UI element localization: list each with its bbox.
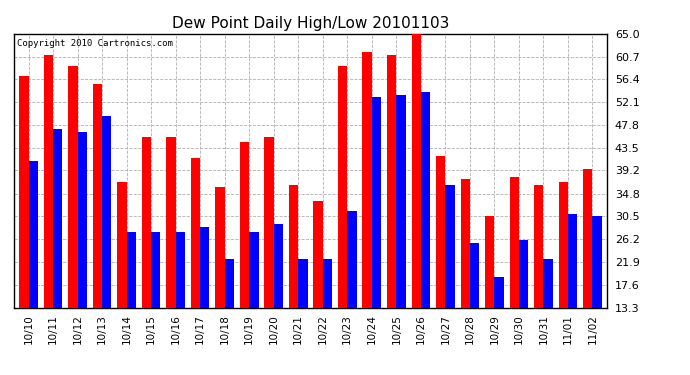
Bar bbox=[117, 182, 126, 308]
Bar bbox=[43, 55, 53, 308]
Bar bbox=[274, 224, 283, 308]
Bar bbox=[215, 187, 225, 308]
Bar bbox=[485, 216, 495, 308]
Bar bbox=[151, 232, 161, 308]
Bar bbox=[313, 201, 323, 308]
Bar bbox=[77, 132, 87, 308]
Bar bbox=[411, 34, 421, 308]
Title: Dew Point Daily High/Low 20101103: Dew Point Daily High/Low 20101103 bbox=[172, 16, 449, 31]
Bar bbox=[436, 156, 445, 308]
Bar bbox=[264, 137, 274, 308]
Bar bbox=[298, 259, 308, 308]
Bar bbox=[583, 169, 593, 308]
Bar bbox=[53, 129, 62, 308]
Bar bbox=[166, 137, 176, 308]
Bar bbox=[338, 66, 347, 308]
Bar bbox=[28, 161, 38, 308]
Bar bbox=[142, 137, 151, 308]
Bar bbox=[387, 55, 396, 308]
Bar bbox=[372, 97, 381, 308]
Bar bbox=[126, 232, 136, 308]
Bar bbox=[191, 158, 200, 308]
Bar bbox=[102, 116, 111, 308]
Bar bbox=[362, 52, 372, 308]
Bar bbox=[568, 214, 578, 308]
Bar bbox=[593, 216, 602, 308]
Bar bbox=[68, 66, 77, 308]
Bar bbox=[445, 184, 455, 308]
Bar bbox=[225, 259, 234, 308]
Bar bbox=[470, 243, 479, 308]
Bar bbox=[396, 94, 406, 308]
Bar bbox=[249, 232, 259, 308]
Bar bbox=[289, 184, 298, 308]
Bar bbox=[200, 227, 210, 308]
Bar bbox=[421, 92, 430, 308]
Bar bbox=[92, 84, 102, 308]
Bar bbox=[495, 278, 504, 308]
Text: Copyright 2010 Cartronics.com: Copyright 2010 Cartronics.com bbox=[17, 39, 172, 48]
Bar bbox=[460, 179, 470, 308]
Bar bbox=[347, 211, 357, 308]
Bar bbox=[176, 232, 185, 308]
Bar bbox=[519, 240, 529, 308]
Bar bbox=[19, 76, 28, 308]
Bar bbox=[559, 182, 568, 308]
Bar bbox=[534, 184, 544, 308]
Bar bbox=[510, 177, 519, 308]
Bar bbox=[240, 142, 249, 308]
Bar bbox=[323, 259, 332, 308]
Bar bbox=[544, 259, 553, 308]
